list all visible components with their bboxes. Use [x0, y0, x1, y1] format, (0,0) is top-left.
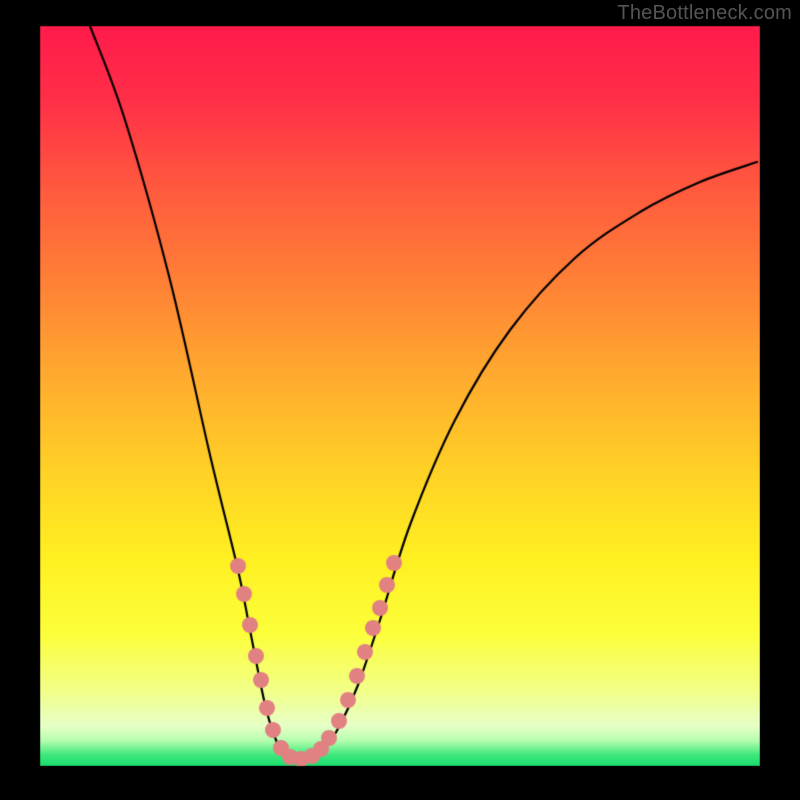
chart-stage: TheBottleneck.com: [0, 0, 800, 800]
bottleneck-curve: [0, 0, 800, 800]
